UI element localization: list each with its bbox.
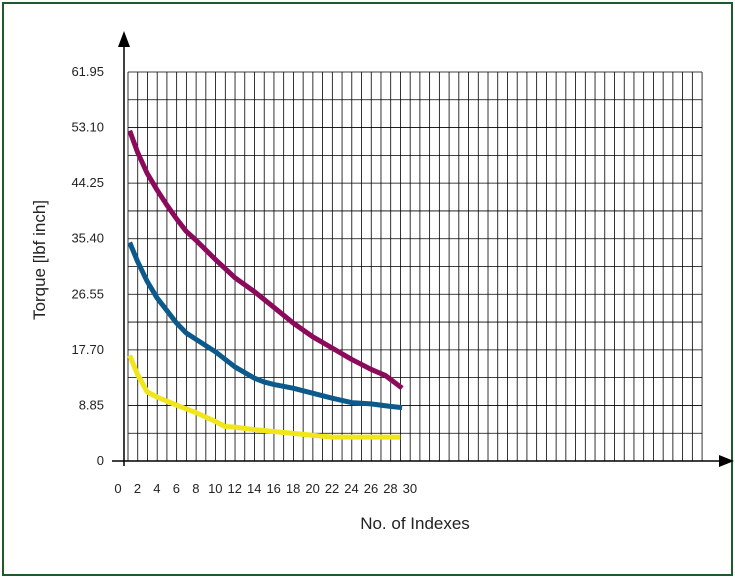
x-tick-label: 18 (286, 481, 300, 496)
y-axis-title: Torque [lbf inch] (30, 200, 49, 320)
x-tick-labels: 0 2 4 6 8 10 12 14 16 18 20 22 24 26 28 30 (114, 481, 417, 496)
x-tick-label: 20 (305, 481, 319, 496)
x-tick-label: 4 (153, 481, 160, 496)
x-tick-label: 22 (325, 481, 339, 496)
x-tick-label: 2 (134, 481, 141, 496)
y-tick-label: 35.40 (71, 231, 104, 246)
x-axis-title: No. of Indexes (360, 514, 470, 533)
series-lines (127, 129, 404, 440)
y-tick-label: 17.70 (71, 342, 104, 357)
y-axis-arrow (118, 31, 130, 47)
series-line-2 (127, 241, 403, 411)
y-tick-label: 53.10 (71, 120, 104, 135)
x-tick-label: 8 (192, 481, 199, 496)
x-tick-label: 12 (228, 481, 242, 496)
series-line-1 (127, 129, 404, 391)
grid (127, 71, 703, 462)
y-tick-label: 61.95 (71, 64, 104, 79)
y-tick-label: 26.55 (71, 286, 104, 301)
y-tick-labels: 0 8.85 17.70 26.55 35.40 44.25 53.10 61.95 (71, 64, 104, 468)
x-tick-label: 14 (247, 481, 261, 496)
axes (112, 31, 734, 467)
y-tick-label: 8.85 (79, 397, 104, 412)
x-tick-label: 6 (173, 481, 180, 496)
x-tick-label: 0 (114, 481, 121, 496)
series-line-3 (127, 354, 401, 440)
x-tick-label: 10 (208, 481, 222, 496)
y-tick-label: 44.25 (71, 175, 104, 190)
x-tick-label: 30 (403, 481, 417, 496)
y-tick-label: 0 (97, 453, 104, 468)
x-axis-arrow (719, 455, 734, 467)
x-tick-label: 24 (344, 481, 358, 496)
x-tick-label: 26 (364, 481, 378, 496)
x-tick-label: 16 (266, 481, 280, 496)
x-tick-label: 28 (383, 481, 397, 496)
